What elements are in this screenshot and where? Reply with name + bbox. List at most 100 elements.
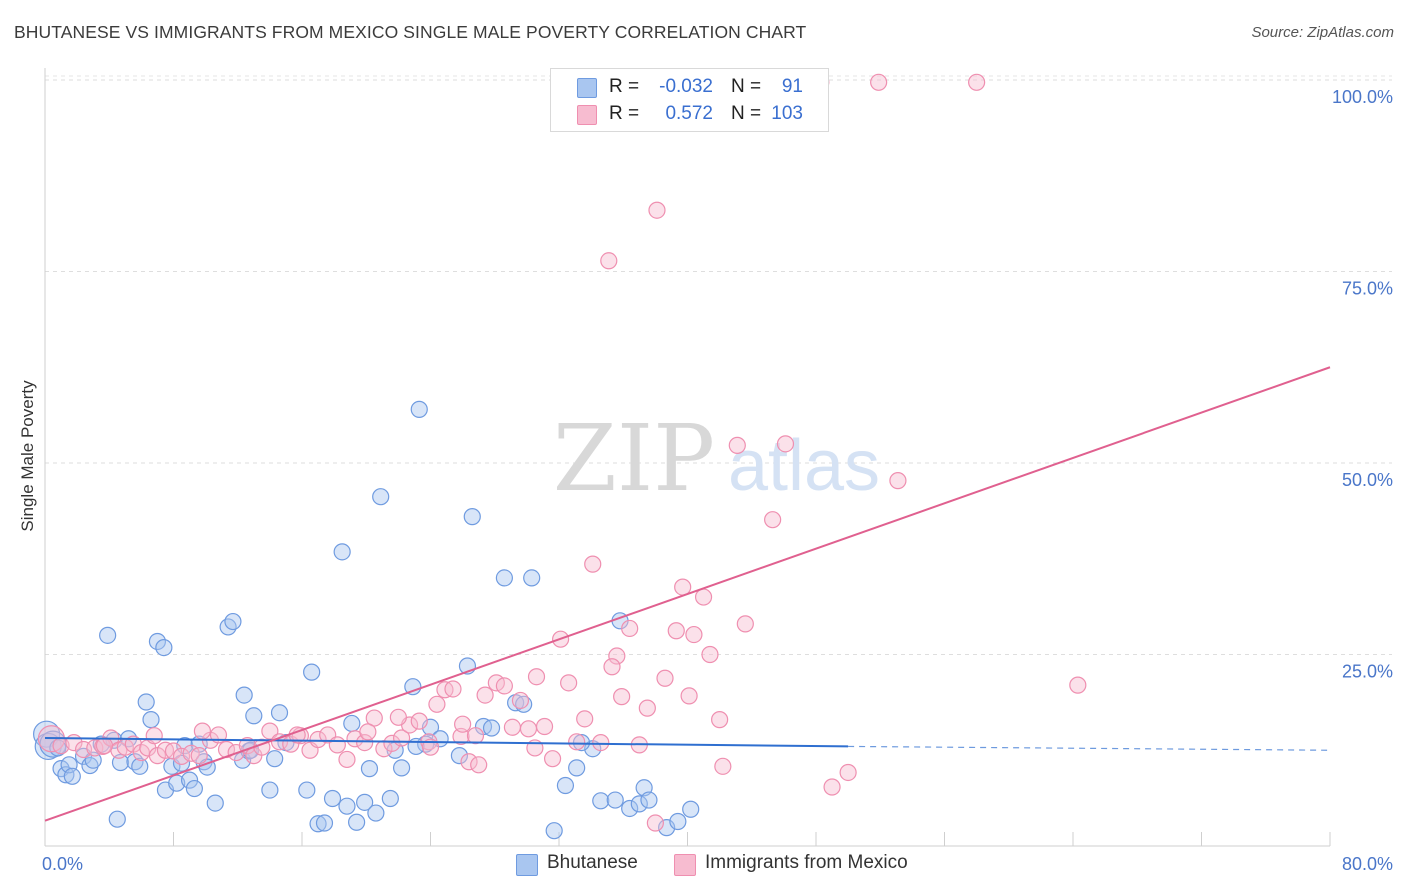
- data-point: [621, 619, 639, 638]
- data-point: [482, 719, 501, 737]
- data-point: [428, 695, 446, 713]
- data-point: [359, 723, 377, 741]
- data-point: [261, 722, 279, 740]
- data-point: [180, 771, 199, 789]
- data-point: [560, 674, 578, 692]
- data-point: [621, 799, 639, 818]
- data-point: [270, 704, 289, 722]
- data-point: [356, 793, 374, 811]
- data-point: [568, 733, 586, 751]
- data-point: [298, 781, 316, 799]
- data-point: [333, 543, 351, 561]
- data-point: [383, 734, 401, 752]
- bottom-legend-swatch-mexico: [674, 854, 696, 876]
- data-point: [600, 252, 618, 270]
- data-point: [648, 201, 666, 219]
- data-point: [261, 781, 279, 799]
- data-point: [527, 668, 546, 686]
- data-point: [776, 435, 795, 453]
- data-point: [466, 727, 485, 745]
- grid-lines: [45, 75, 1392, 655]
- data-point: [338, 797, 356, 815]
- stats-legend: R = -0.032 N = 91 R = 0.572 N = 103: [550, 68, 829, 132]
- data-point: [608, 647, 626, 665]
- data-point: [646, 814, 664, 832]
- data-point: [367, 804, 385, 822]
- data-point: [630, 795, 648, 813]
- data-point: [460, 753, 478, 771]
- data-point: [245, 707, 263, 725]
- data-point: [682, 800, 700, 818]
- y-tick-label: 50.0%: [1342, 470, 1393, 490]
- data-point: [360, 760, 379, 778]
- trend-lines: [44, 366, 1331, 822]
- data-point: [142, 711, 160, 729]
- chart-title: BHUTANESE VS IMMIGRANTS FROM MEXICO SING…: [14, 22, 807, 42]
- data-point: [606, 791, 624, 809]
- data-point: [736, 615, 754, 633]
- x-tick-label: 80.0%: [1342, 854, 1393, 874]
- data-point: [81, 756, 99, 775]
- data-point: [519, 720, 538, 738]
- data-point: [323, 789, 342, 808]
- source-label: Source: ZipAtlas.com: [1251, 24, 1394, 41]
- data-point: [728, 436, 746, 454]
- data-point: [365, 709, 383, 727]
- legend-r-value: 0.572: [665, 103, 713, 124]
- data-point: [190, 747, 208, 765]
- data-point: [476, 686, 494, 704]
- legend-n-value: 91: [781, 76, 803, 97]
- data-point: [148, 632, 167, 651]
- data-point: [172, 747, 191, 765]
- data-point: [303, 663, 321, 681]
- bottom-legend-swatch-bhutanese: [516, 854, 538, 876]
- data-point: [495, 677, 513, 695]
- y-tick-label: 100.0%: [1332, 87, 1393, 107]
- data-point: [206, 794, 224, 812]
- data-point: [568, 759, 586, 777]
- legend-swatch-bhutanese: [577, 78, 597, 98]
- data-point: [95, 737, 114, 755]
- legend-n-label: N =: [731, 103, 762, 124]
- data-point: [764, 511, 782, 529]
- legend-r-label: R =: [609, 76, 640, 97]
- data-point: [137, 693, 155, 711]
- tick-labels: 25.0% 50.0% 75.0% 100.0% 0.0% 80.0%: [42, 87, 1393, 874]
- data-point: [410, 400, 428, 418]
- data-point: [1069, 676, 1087, 694]
- data-point: [711, 711, 729, 729]
- data-point: [450, 747, 469, 765]
- y-tick-label: 25.0%: [1342, 662, 1393, 682]
- data-point: [372, 488, 390, 506]
- data-point: [454, 715, 472, 733]
- data-point: [576, 710, 594, 728]
- data-point: [870, 73, 888, 91]
- data-point: [348, 813, 366, 831]
- trend-line-bhutanese-extension: [848, 745, 1331, 751]
- bottom-legend-label: Immigrants from Mexico: [705, 852, 908, 873]
- y-tick-label: 75.0%: [1342, 279, 1393, 299]
- data-point: [839, 763, 857, 782]
- data-point: [57, 766, 75, 784]
- x-tick-label: 0.0%: [42, 854, 83, 874]
- data-point: [155, 639, 173, 657]
- data-point: [235, 686, 253, 704]
- legend-row-bhutanese: R = -0.032 N = 91: [551, 75, 828, 101]
- watermark: ZIP atlas: [553, 405, 880, 512]
- data-point: [328, 736, 346, 754]
- data-point: [638, 699, 656, 717]
- data-point: [968, 73, 986, 91]
- data-point: [309, 815, 327, 833]
- data-point: [592, 792, 610, 810]
- axes: [44, 68, 1331, 847]
- data-point: [603, 658, 621, 676]
- data-point: [701, 645, 719, 664]
- legend-swatch-mexico: [577, 105, 597, 125]
- legend-r-value: -0.032: [659, 76, 713, 97]
- data-point: [511, 691, 530, 710]
- legend-r-label: R =: [609, 103, 640, 124]
- data-point: [685, 625, 703, 644]
- legend-n-label: N =: [731, 76, 762, 97]
- data-point: [266, 750, 284, 768]
- data-point: [392, 759, 411, 777]
